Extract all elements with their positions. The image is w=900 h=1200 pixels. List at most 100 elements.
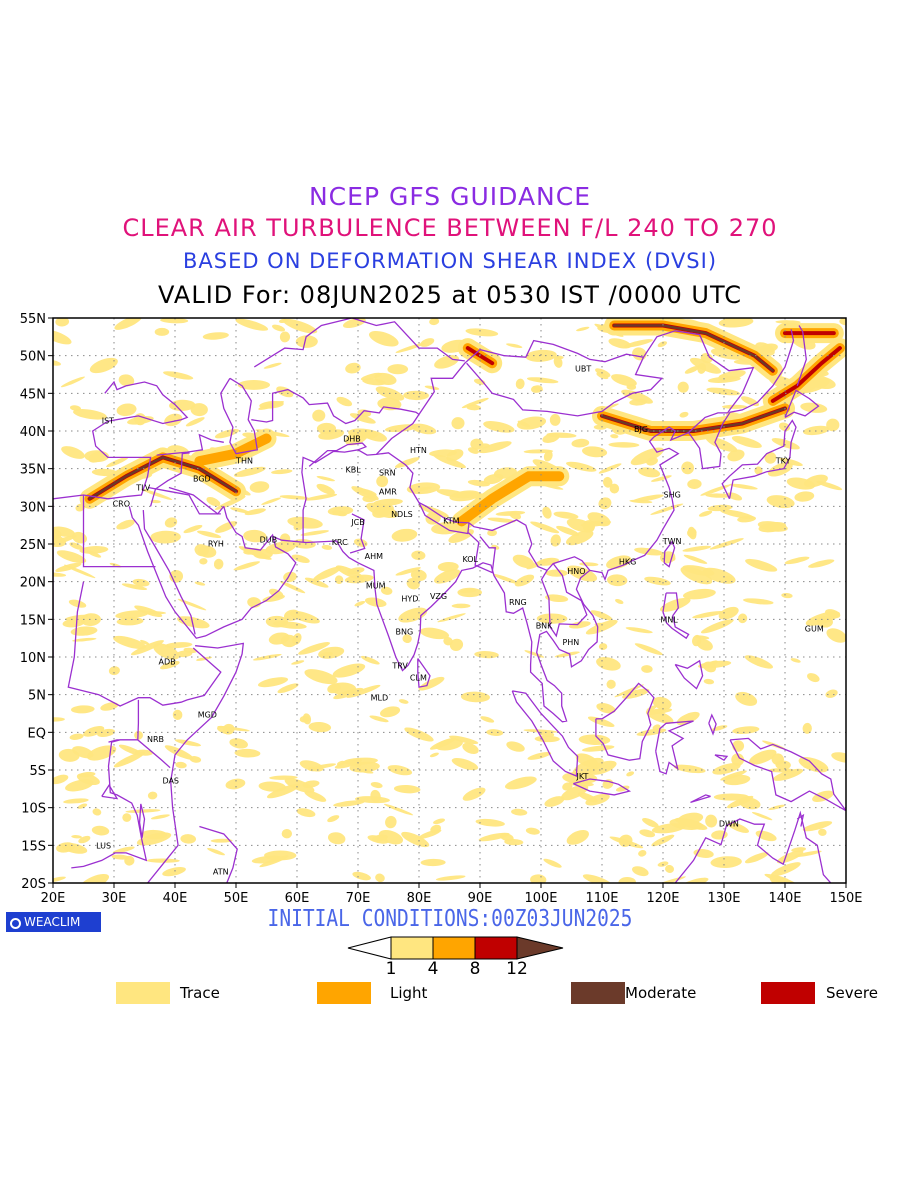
turbulence-trace-patch (316, 422, 336, 435)
turbulence-trace-patch (571, 438, 590, 448)
turbulence-trace-patch (175, 761, 187, 769)
coastline-sakhalin (796, 325, 807, 387)
x-tick-label: 150E (829, 891, 862, 906)
turbulence-trace-patch (252, 653, 282, 661)
turbulence-trace-patch (313, 566, 342, 581)
turbulence-trace-patch (233, 466, 266, 477)
turbulence-trace-patch (582, 874, 613, 883)
turbulence-trace-patch (483, 421, 515, 433)
turbulence-trace-patch (83, 726, 105, 737)
turbulence-trace-patch (577, 792, 598, 803)
legend-swatch-severe (761, 982, 815, 1004)
station-label-ndls: NDLS (391, 510, 413, 519)
turbulence-trace-patch (775, 760, 791, 770)
turbulence-trace-patch (727, 449, 745, 462)
colorbar-tick: 4 (428, 959, 439, 975)
turbulence-trace-patch (279, 581, 306, 594)
turbulence-trace-patch (295, 335, 318, 348)
turbulence-trace-patch (705, 660, 718, 668)
station-label-kol: KOL (462, 555, 478, 564)
turbulence-trace-patch (429, 318, 440, 326)
coastline-red-sea-east (142, 510, 196, 635)
turbulence-trace-patch (609, 483, 620, 494)
turbulence-trace-patch (89, 357, 118, 374)
turbulence-trace-patch (312, 409, 326, 422)
turbulence-trace-patch (402, 634, 412, 644)
turbulence-trace-patch (608, 442, 640, 448)
turbulence-trace-patch (566, 829, 589, 845)
y-tick-label: 5S (29, 764, 46, 779)
border-iraq-saudi (168, 486, 225, 515)
turbulence-trace-patch (553, 356, 563, 368)
turbulence-trace-patch (293, 522, 304, 531)
y-tick-label: 15S (21, 839, 46, 854)
turbulence-trace-patch (291, 554, 310, 564)
turbulence-trace-patch (268, 632, 290, 645)
coastline-japan (721, 419, 797, 500)
turbulence-trace-patch (611, 374, 637, 387)
lake-malawi (138, 803, 146, 838)
turbulence-trace-patch (122, 813, 132, 822)
turbulence-trace-patch (277, 683, 299, 694)
turbulence-trace-patch (554, 651, 580, 658)
turbulence-trace-patch (561, 784, 589, 801)
legend-swatch-light (317, 982, 371, 1004)
station-label-bng: BNG (396, 627, 414, 636)
title-line-2: CLEAR AIR TURBULENCE BETWEEN F/L 240 TO … (122, 214, 778, 242)
turbulence-trace-patch (687, 479, 702, 490)
turbulence-trace-patch (719, 509, 755, 519)
turbulence-trace-patch (72, 637, 97, 642)
coastline-new-guinea (729, 737, 846, 812)
turbulence-trace-patch (304, 669, 338, 685)
turbulence-trace-patch (53, 876, 66, 883)
turbulence-trace-patch (78, 771, 96, 778)
turbulence-trace-patch (258, 401, 285, 410)
turbulence-trace-patch (434, 355, 459, 369)
turbulence-trace-patch (451, 417, 465, 430)
turbulence-trace-patch (825, 689, 838, 698)
turbulence-trace-patch (336, 760, 346, 766)
station-label-cro: CRO (113, 499, 130, 508)
turbulence-trace-patch (525, 827, 540, 835)
turbulence-trace-patch (568, 621, 591, 629)
turbulence-trace-patch (316, 483, 335, 495)
weaclim-label: WEACLIM (24, 915, 81, 929)
station-label-hno: HNO (567, 567, 585, 576)
turbulence-trace-patch (718, 318, 754, 328)
turbulence-trace-patch (645, 708, 673, 715)
station-label-phn: PHN (562, 638, 579, 647)
turbulence-trace-patch (154, 327, 170, 336)
turbulence-trace-patch (766, 495, 795, 509)
turbulence-trace-patch (279, 331, 291, 343)
station-label-srn: SRN (379, 468, 396, 477)
turbulence-trace-patch (523, 729, 559, 733)
turbulence-trace-patch (466, 404, 482, 411)
turbulence-trace-patch (404, 727, 434, 742)
station-label-twn: TWN (662, 537, 682, 546)
colorbar-tick: 12 (506, 959, 528, 975)
turbulence-trace-patch (581, 745, 615, 752)
turbulence-trace-patch (610, 434, 619, 439)
turbulence-trace-patch (768, 804, 785, 811)
turbulence-trace-patch (729, 483, 758, 490)
turbulence-trace-patch (185, 417, 205, 427)
turbulence-trace-patch (370, 782, 383, 789)
turbulence-trace-patch (651, 475, 672, 482)
turbulence-trace-patch (808, 559, 835, 568)
x-tick-label: 80E (407, 891, 432, 906)
station-label-mum: MUM (366, 581, 386, 590)
turbulence-trace-patch (743, 598, 774, 605)
turbulence-trace-patch (160, 661, 180, 670)
turbulence-trace-patch (506, 741, 525, 752)
turbulence-trace-patch (723, 774, 751, 786)
weaclim-badge: WEACLIM (6, 912, 101, 932)
coastline-madagascar (199, 825, 238, 883)
turbulence-jet-moderate (600, 407, 787, 433)
turbulence-trace-patch (62, 618, 85, 628)
turbulence-trace-patch (332, 663, 366, 678)
lake-tanganyika-south (101, 783, 119, 800)
border-korea (688, 412, 728, 433)
y-tick-label: 5N (28, 689, 46, 704)
station-label-tlv: TLV (135, 484, 150, 493)
turbulence-trace-patch (615, 785, 630, 792)
